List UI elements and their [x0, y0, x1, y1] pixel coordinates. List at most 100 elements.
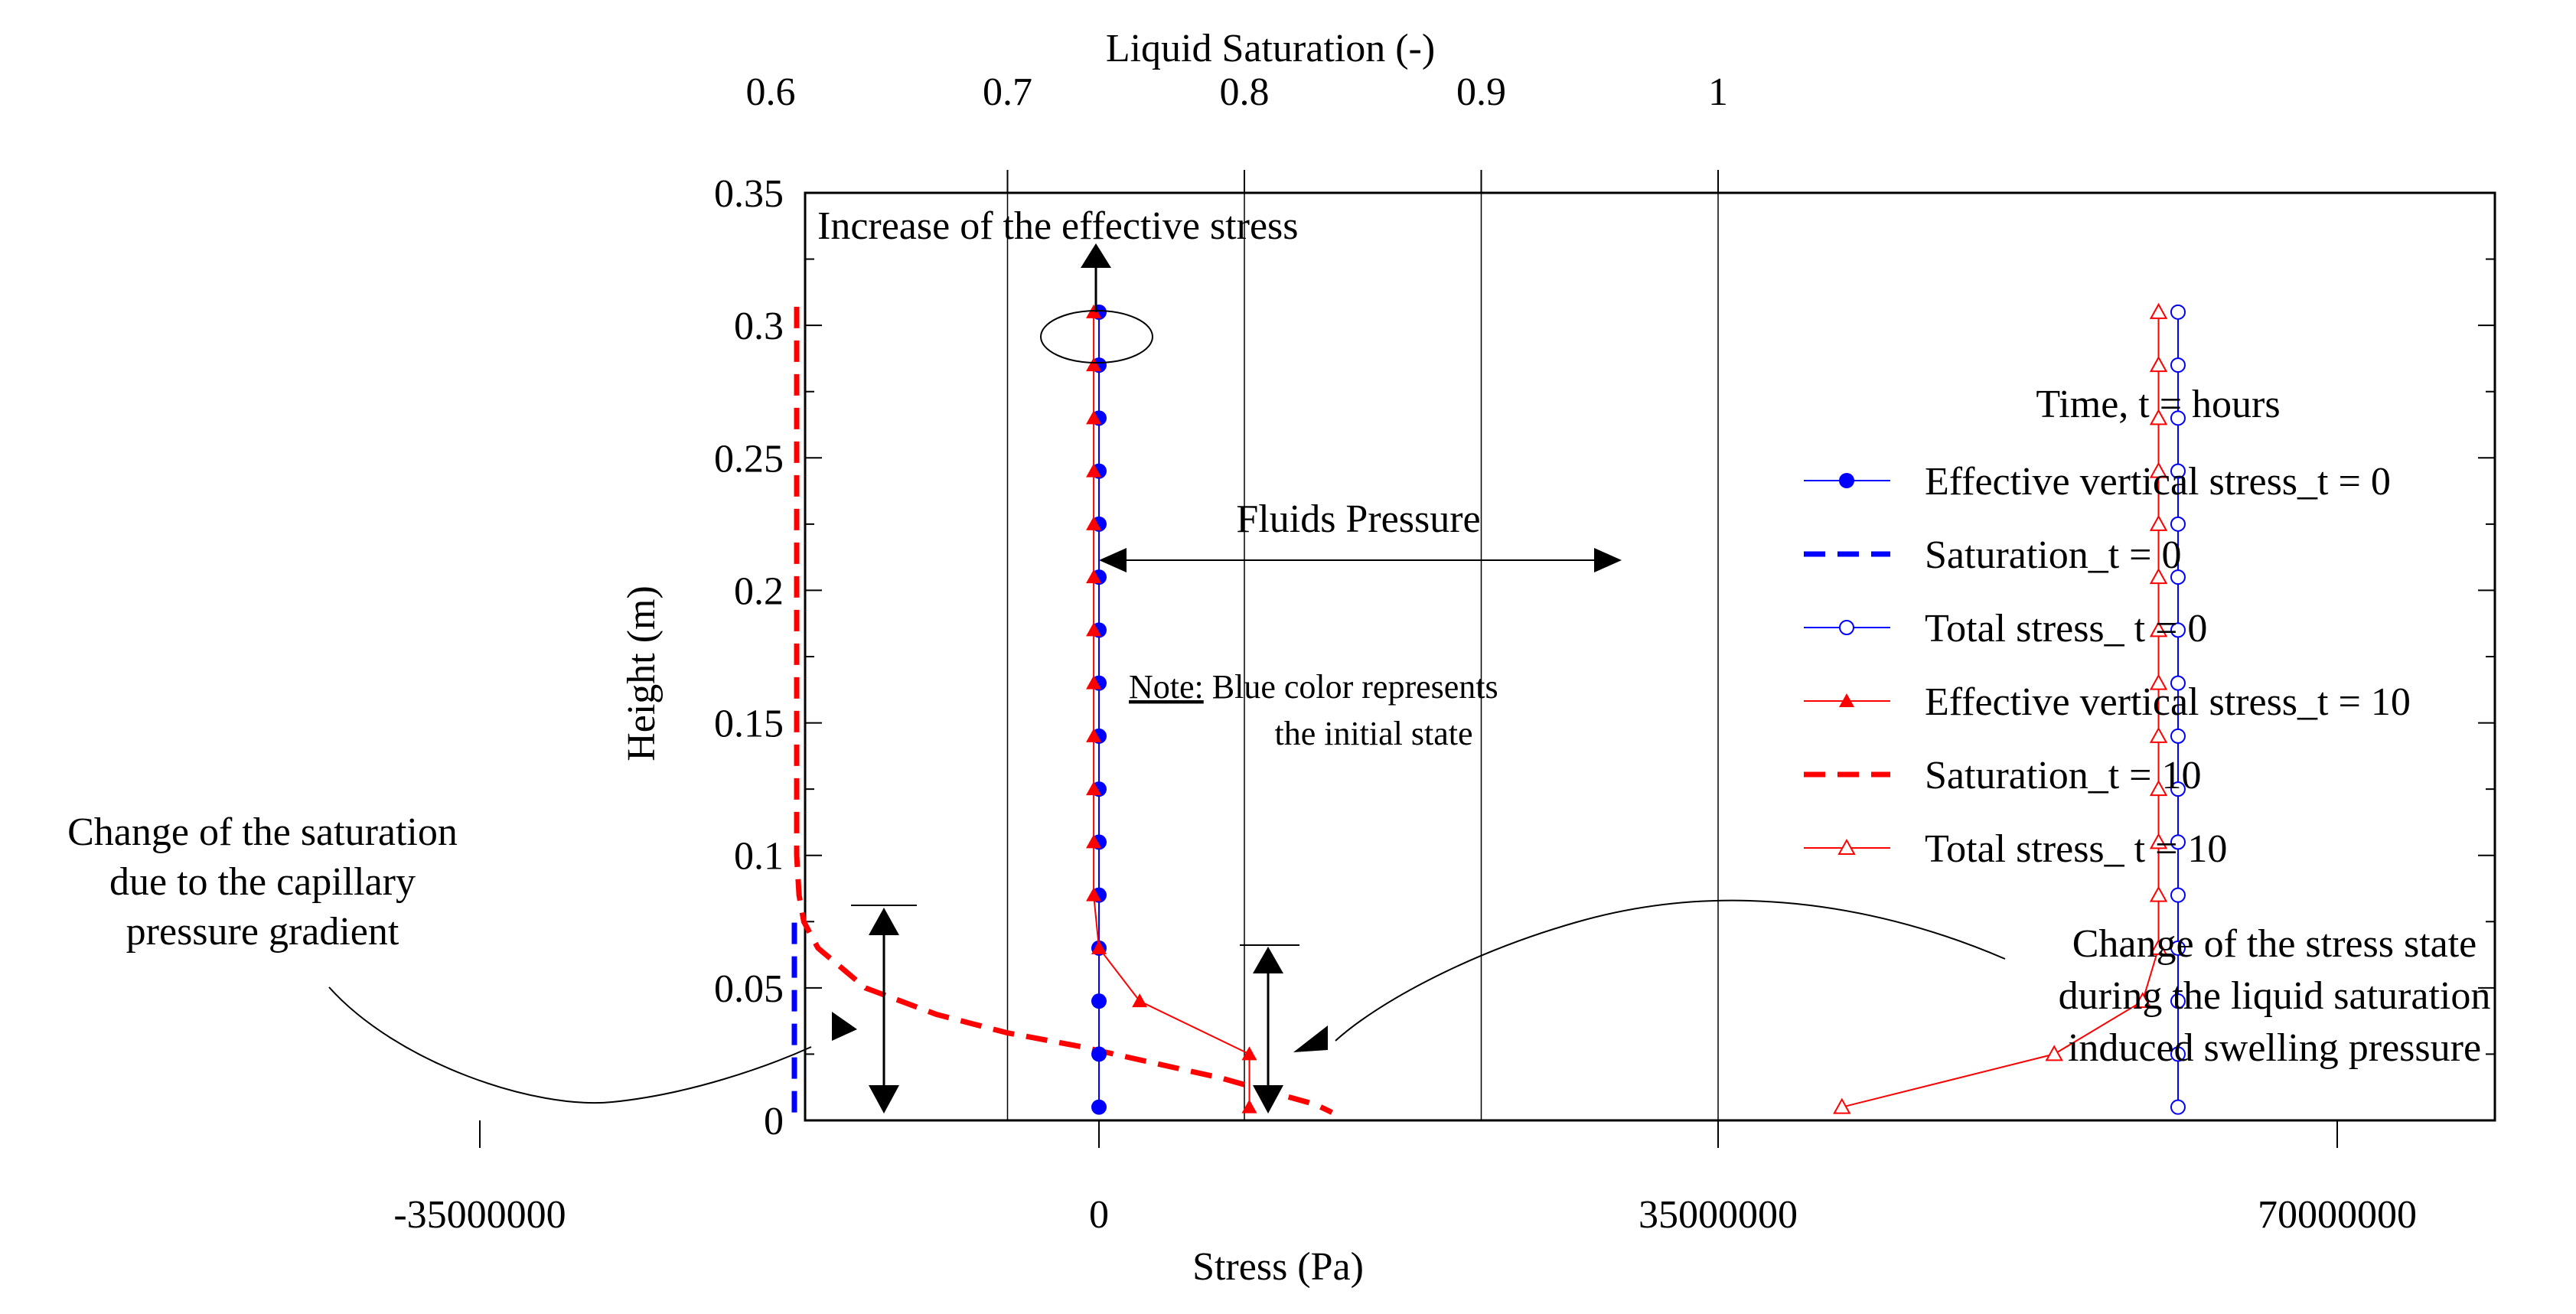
left-range-up-head	[869, 908, 899, 935]
legend-entry-label: Effective vertical stress_t = 0	[1925, 460, 2391, 504]
y-tick-label: 0.35	[714, 172, 784, 216]
data-point	[1091, 1099, 1107, 1115]
data-point	[2149, 673, 2168, 690]
y-tick-label: 0.25	[714, 437, 784, 481]
series-2	[2170, 304, 2186, 1115]
data-point	[2170, 463, 2186, 479]
x-tick-label: 35000000	[1639, 1193, 1798, 1237]
x-tick-label: -35000000	[393, 1193, 566, 1237]
legend-entry-label: Saturation_t = 0	[1925, 533, 2182, 577]
x-tick-label: 70000000	[2258, 1193, 2417, 1237]
fluids-pressure-annotation: Fluids Pressure	[1099, 497, 1622, 572]
data-point	[2170, 569, 2186, 585]
data-point	[2149, 302, 2168, 319]
data-point	[2134, 992, 2152, 1009]
top-tick-label: 0.7	[983, 70, 1032, 114]
data-point	[2170, 728, 2186, 744]
tick-labels: 0 0.05 0.1 0.15 0.2 0.25 0.3 0.35 -35000000 0 3500…	[393, 70, 2417, 1237]
note-prefix: Note:	[1129, 668, 1204, 706]
data-point	[2149, 938, 2168, 955]
left-range-down-head	[869, 1085, 899, 1113]
data-point	[2170, 357, 2186, 373]
y-tick-label: 0	[764, 1100, 784, 1143]
legend-entry-label: Total stress_ t = 0	[1925, 607, 2207, 650]
y-axis-title: Height (m)	[620, 585, 664, 761]
data-point	[2149, 568, 2168, 585]
saturation-change-line-3: pressure gradient	[126, 910, 399, 954]
data-point	[1241, 1099, 1257, 1113]
y-tick-label: 0.05	[714, 967, 784, 1011]
data-point	[1086, 781, 1102, 796]
data-point	[2170, 940, 2186, 956]
y-tick-label: 0.1	[734, 835, 784, 879]
data-point	[1132, 993, 1148, 1008]
data-point	[2170, 1046, 2186, 1062]
x-tick-label: 0	[1089, 1193, 1109, 1237]
top-tick-label: 1	[1708, 70, 1728, 114]
data-point	[2170, 304, 2186, 320]
data-point	[1091, 1046, 1107, 1062]
data-point	[1086, 675, 1102, 690]
top-tick-label: 0.9	[1456, 70, 1506, 114]
data-point	[2170, 887, 2186, 903]
series-5	[1833, 302, 2168, 1114]
axis-ticks	[479, 170, 2495, 1148]
data-point	[2045, 1045, 2063, 1061]
saturation-change-arrow-head	[832, 1012, 857, 1041]
data-point	[2149, 780, 2168, 797]
top-tick-label: 0.8	[1220, 70, 1270, 114]
data-point	[2170, 516, 2186, 532]
series-4	[794, 306, 1334, 1115]
legend-swatch-marker	[1839, 620, 1854, 635]
increase-annotation: Increase of the effective stress	[817, 204, 1299, 364]
note-annotation: Note: Blue color represents the initial …	[1129, 668, 1498, 752]
y-tick-label: 0.15	[714, 703, 784, 746]
series-line	[1093, 311, 1251, 1107]
legend-swatch-marker	[1839, 473, 1854, 488]
data-point	[2149, 409, 2168, 426]
data-point	[2149, 833, 2168, 849]
data-point	[1086, 728, 1102, 742]
note-line-2: the initial state	[1274, 715, 1472, 752]
stress-change-line-3: induced swelling pressure	[2068, 1026, 2481, 1070]
data-point	[2149, 356, 2168, 373]
legend-title: Time, t = hours	[2036, 383, 2280, 426]
data-point	[1091, 993, 1107, 1009]
note-line-1: Note: Blue color represents	[1129, 668, 1498, 706]
x-axis-title: Stress (Pa)	[1192, 1245, 1364, 1289]
data-point	[1833, 1097, 1851, 1114]
top-tick-label: 0.6	[746, 70, 796, 114]
fluids-arrow-left-head	[1099, 548, 1127, 572]
legend-entry-label: Total stress_ t = 10	[1925, 827, 2227, 871]
data-point	[1086, 516, 1102, 530]
saturation-change-annotation: Change of the saturation due to the capi…	[67, 810, 917, 1113]
stress-change-annotation: Change of the stress state during the li…	[1240, 899, 2490, 1113]
top-axis-title: Liquid Saturation (-)	[1106, 27, 1435, 70]
series-line	[1841, 311, 2160, 1108]
data-point	[2149, 726, 2168, 743]
data-point	[2170, 993, 2186, 1009]
data-point	[1086, 410, 1102, 425]
stress-change-curve	[1335, 899, 2006, 1042]
data-point	[1086, 357, 1102, 372]
y-tick-label: 0.2	[734, 569, 784, 613]
fluids-pressure-label: Fluids Pressure	[1236, 497, 1480, 541]
data-point	[1086, 834, 1102, 849]
data-point	[2149, 621, 2168, 637]
stress-change-line-1: Change of the stress state	[2072, 922, 2477, 966]
series-3	[1086, 304, 1257, 1113]
note-text: Blue color represents	[1204, 668, 1498, 706]
data-point	[1086, 887, 1102, 902]
fluids-arrow-right-head	[1594, 548, 1622, 572]
series-line	[794, 306, 1334, 1115]
data-point	[1086, 463, 1102, 478]
right-range-up-head	[1253, 947, 1283, 973]
increase-arrow-head	[1081, 243, 1111, 268]
legend-swatch-marker	[1839, 693, 1854, 707]
stress-change-arrow-head	[1293, 1025, 1328, 1052]
data-point	[2149, 461, 2168, 478]
highlight-ellipse	[1040, 310, 1153, 364]
saturation-change-line-1: Change of the saturation	[67, 810, 458, 854]
data-point	[2170, 622, 2186, 638]
